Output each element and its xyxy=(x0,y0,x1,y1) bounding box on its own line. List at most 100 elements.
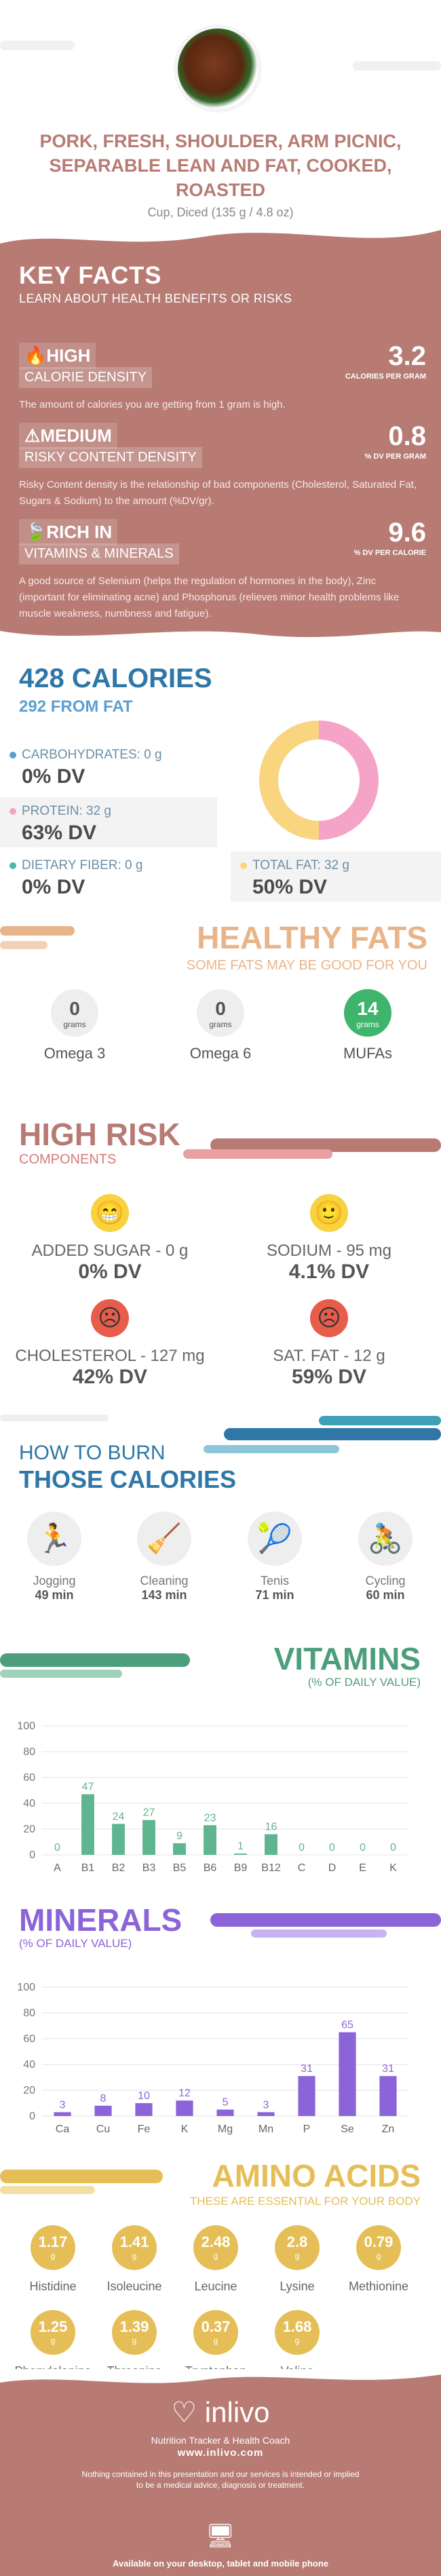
frown-face-icon: ☹ xyxy=(91,1299,129,1337)
x-tick-label: Ca xyxy=(56,2123,70,2135)
y-tick-label: 80 xyxy=(23,1746,35,1758)
amino-subheading: THESE ARE ESSENTIAL FOR YOUR BODY xyxy=(189,2195,421,2208)
bar-value-label: 8 xyxy=(100,2093,107,2104)
amino-badge: 1.68 g xyxy=(275,2310,320,2355)
burn-heading: HOW TO BURN xyxy=(19,1442,166,1464)
fat-name: Omega 6 xyxy=(189,1045,252,1062)
activity-tennis: 🎾 Tenis 71 min xyxy=(237,1512,312,1602)
amino-badge: 1.39 g xyxy=(112,2310,157,2355)
bar-value-label: 5 xyxy=(223,2097,229,2109)
brand-url[interactable]: www.inlivo.com xyxy=(177,2447,264,2459)
decor-stripes xyxy=(183,1138,441,1159)
heart-icon: ♡ xyxy=(171,2396,205,2428)
bar-Cu xyxy=(94,2105,112,2116)
fact-level: 🍃RICH IN xyxy=(19,519,118,545)
legend-dot xyxy=(9,808,16,815)
x-tick-label: K xyxy=(389,1862,397,1874)
x-tick-label: Se xyxy=(341,2123,354,2135)
amino-heading: AMINO ACIDS xyxy=(212,2158,421,2193)
fact-unit: % DV PER GRAM xyxy=(364,453,426,461)
bar-Ca xyxy=(54,2112,71,2116)
wave-top xyxy=(0,2369,441,2383)
y-tick-label: 60 xyxy=(23,1772,35,1784)
x-tick-label: B12 xyxy=(261,1862,281,1874)
fact-value: 9.6 xyxy=(388,518,426,547)
fact-description: The amount of calories you are getting f… xyxy=(19,399,286,410)
high-risk-heading: HIGH RISK xyxy=(19,1117,180,1152)
macro-protein: PROTEIN: 32 g 63% DV xyxy=(0,797,217,847)
smile-face-icon: 🙂 xyxy=(310,1194,348,1232)
macro-dietary-fiber: DIETARY FIBER: 0 g 0% DV xyxy=(0,851,217,902)
amino-lysine: 2.8 g Lysine xyxy=(256,2225,338,2294)
amino-badge: 2.48 g xyxy=(193,2225,238,2270)
fat-badge: 0 grams xyxy=(197,989,244,1037)
bar-value-label: 3 xyxy=(60,2099,66,2111)
activity-jogging: 🏃 Jogging 49 min xyxy=(17,1512,92,1602)
activity-cleaning: 🧹 Cleaning 143 min xyxy=(127,1512,202,1602)
key-facts-heading: KEY FACTS xyxy=(19,261,162,289)
bar-value-label: 31 xyxy=(382,2063,394,2075)
legend-dot xyxy=(9,862,16,869)
amino-phenylalanine: 1.25gPhenylalanine xyxy=(12,2310,94,2379)
healthy-fats-heading: HEALTHY FATS xyxy=(197,920,427,955)
calories-from-fat: 292 FROM FAT xyxy=(19,697,133,716)
bar-Zn xyxy=(379,2076,397,2116)
high-risk-subheading: COMPONENTS xyxy=(19,1152,117,1167)
wave-top xyxy=(0,223,441,244)
amino-valine: 1.68gValine xyxy=(256,2310,338,2379)
wave-bottom xyxy=(0,631,441,645)
bar-value-label: 23 xyxy=(204,1812,216,1824)
bar-value-label: 47 xyxy=(82,1782,94,1793)
brand-logo: ♡ inlivo xyxy=(171,2396,270,2428)
donut-slice-fat xyxy=(259,720,319,840)
disclaimer: Nothing contained in this presentation a… xyxy=(81,2469,360,2490)
amino-badge: 0.79 g xyxy=(356,2225,401,2270)
x-tick-label: A xyxy=(54,1862,61,1874)
x-tick-label: Fe xyxy=(138,2123,151,2135)
leaf-icon: 🍃 xyxy=(24,522,47,542)
amino-badge: 1.25 g xyxy=(31,2310,75,2355)
x-tick-label: P xyxy=(303,2123,311,2135)
x-tick-label: E xyxy=(359,1862,366,1874)
risk-cholesterol: ☹ CHOLESTEROL - 127 mg 42% DV xyxy=(8,1299,212,1389)
fact-value: 0.8 xyxy=(388,421,426,451)
fat-omega6: 0 grams Omega 6 xyxy=(183,989,258,1062)
activity-cycling: 🚴 Cycling 60 min xyxy=(348,1512,423,1602)
warning-icon: ⚠ xyxy=(24,425,41,446)
availability-note: Available on your desktop, tablet and mo… xyxy=(112,2558,329,2569)
bar-value-label: 65 xyxy=(341,2020,353,2031)
amino-name: Histidine xyxy=(29,2280,77,2293)
legend-dot xyxy=(240,862,247,869)
serving-size: Cup, Diced (135 g / 4.8 oz) xyxy=(147,206,294,219)
bar-value-label: 16 xyxy=(265,1822,277,1833)
decor-stripes xyxy=(0,2170,163,2194)
x-tick-label: B9 xyxy=(234,1862,248,1874)
amino-tryptophan: 0.37gTryptophan xyxy=(175,2310,256,2379)
fact-unit: % DV PER CALORIE xyxy=(353,549,426,557)
bar-value-label: 0 xyxy=(54,1842,60,1853)
decor-stripes xyxy=(0,926,75,949)
amino-name: Leucine xyxy=(194,2280,237,2293)
y-tick-label: 40 xyxy=(23,1798,35,1809)
macro-total-fat: TOTAL FAT: 32 g 50% DV xyxy=(231,851,441,902)
bar-K xyxy=(176,2100,193,2116)
amino-histidine: 1.17 g Histidine xyxy=(12,2225,94,2294)
fact-description: A good source of Selenium (helps the reg… xyxy=(19,575,400,619)
decor-stripes xyxy=(0,1653,190,1678)
burn-subheading: THOSE CALORIES xyxy=(19,1465,237,1493)
fact-category: RISKY CONTENT DENSITY xyxy=(19,447,202,468)
key-facts-subheading: LEARN ABOUT HEALTH BENEFITS OR RISKS xyxy=(19,292,292,305)
bar-value-label: 0 xyxy=(329,1842,335,1853)
y-tick-label: 20 xyxy=(23,2085,35,2096)
risk-added-sugar: 😁 ADDED SUGAR - 0 g 0% DV xyxy=(8,1194,212,1284)
x-tick-label: Zn xyxy=(382,2123,395,2135)
page-title: PORK, FRESH, SHOULDER, ARM PICNIC, SEPAR… xyxy=(39,131,402,200)
broom-icon: 🧹 xyxy=(137,1512,191,1566)
tennis-icon: 🎾 xyxy=(248,1512,302,1566)
risk-sodium: 🙂 SODIUM - 95 mg 4.1% DV xyxy=(227,1194,431,1284)
bar-B1 xyxy=(81,1794,94,1855)
fact-category: VITAMINS & MINERALS xyxy=(19,543,179,564)
amino-threonine: 1.39gThreonine xyxy=(94,2310,175,2379)
bar-B3 xyxy=(142,1820,155,1855)
risk-sat-fat: ☹ SAT. FAT - 12 g 59% DV xyxy=(227,1299,431,1389)
